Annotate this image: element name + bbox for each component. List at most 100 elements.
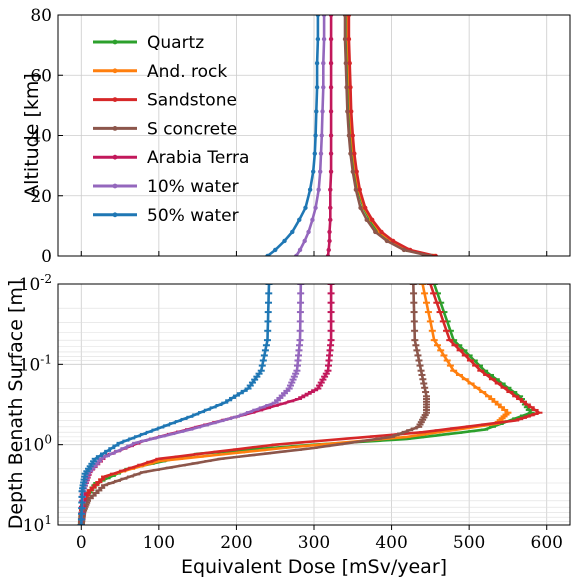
legend-label: 10% water: [147, 177, 239, 197]
data-point: [327, 229, 332, 235]
data-point: [352, 151, 357, 156]
data-point: [364, 217, 369, 223]
data-point: [353, 187, 359, 192]
data-point: [328, 133, 334, 138]
data-point: [307, 187, 313, 192]
data-point: [328, 187, 333, 192]
data-point: [349, 109, 354, 114]
data-point: [315, 36, 321, 42]
data-point: [328, 36, 334, 42]
data-point: [328, 151, 334, 156]
x-tick-label: 200: [220, 533, 252, 553]
data-point: [313, 205, 318, 210]
data-point: [321, 15, 327, 18]
data-point: [346, 36, 352, 42]
series-line-s-concrete: [80, 284, 428, 525]
data-point: [328, 85, 334, 90]
x-tick-label: 500: [453, 533, 485, 553]
data-point: [328, 61, 334, 66]
data-point: [297, 247, 303, 253]
data-point: [282, 238, 287, 244]
data-point: [290, 229, 295, 235]
data-point: [346, 15, 352, 18]
data-point: [321, 61, 326, 66]
x-tick-label: 600: [531, 533, 563, 553]
legend-marker: [112, 68, 118, 74]
y-tick-label: 80: [30, 6, 52, 26]
series-line-sandstone: [80, 284, 541, 525]
data-point: [306, 229, 311, 235]
legend-label: Quartz: [147, 33, 204, 53]
y-tick-label: 100: [23, 433, 52, 456]
legend-marker: [112, 154, 118, 160]
data-point: [325, 253, 331, 256]
legend-label: Arabia Terra: [147, 148, 249, 168]
data-point: [369, 217, 375, 223]
legend-label: Sandstone: [147, 91, 237, 111]
data-point: [303, 205, 308, 210]
data-point: [390, 238, 396, 244]
y-tick-label: 101: [23, 513, 52, 536]
data-point: [314, 61, 320, 66]
legend-marker: [112, 183, 118, 189]
data-point: [350, 133, 355, 138]
series-line-quartz: [80, 284, 533, 525]
legend-marker: [112, 125, 118, 131]
series-line-50-water: [80, 284, 271, 525]
data-point: [314, 85, 320, 90]
data-point: [357, 187, 362, 192]
legend-label: 50% water: [147, 206, 239, 226]
data-point: [311, 169, 316, 174]
data-point: [348, 151, 353, 156]
legend-label: And. rock: [147, 62, 227, 82]
y-tick-label: 10-1: [19, 352, 52, 375]
legend-marker: [112, 97, 118, 102]
y-axis-label: Depth Benath Surface [m]: [5, 280, 27, 530]
data-point: [328, 169, 334, 174]
data-point: [342, 15, 348, 18]
data-point: [302, 238, 307, 244]
data-point: [314, 109, 319, 114]
data-point: [273, 247, 278, 253]
data-point: [343, 61, 349, 66]
x-tick-label: 400: [375, 533, 407, 553]
data-point: [401, 247, 407, 253]
data-point: [265, 253, 270, 256]
y-axis-label: Altitude [km]: [21, 73, 43, 198]
x-axis-label: Equivalent Dose [mSv/year]: [181, 556, 447, 578]
data-point: [428, 253, 433, 256]
data-point: [346, 133, 352, 138]
data-point: [354, 169, 359, 174]
data-point: [318, 151, 324, 156]
y-tick-label: 10-2: [19, 272, 52, 295]
x-tick-label: 300: [298, 533, 330, 553]
data-point: [433, 253, 438, 256]
data-point: [344, 85, 349, 90]
data-point: [316, 187, 321, 192]
data-point: [373, 229, 378, 235]
y-tick-label: 40: [30, 127, 52, 147]
legend: Quartz And. rock Sandstone S concrete Arabia…: [93, 33, 249, 226]
x-tick-label: 0: [76, 533, 87, 553]
data-point: [358, 205, 363, 210]
data-point: [319, 133, 324, 138]
data-point: [379, 229, 384, 235]
x-tick-label: 100: [143, 533, 175, 553]
data-point: [384, 238, 390, 244]
data-point: [328, 205, 333, 210]
bottom-frame: [57, 283, 571, 526]
legend-marker: [112, 212, 118, 218]
data-point: [328, 109, 334, 114]
top-panel: 0 20 40 60 80 Altitude [km] Quartz And. rock San…: [21, 6, 571, 267]
data-point: [293, 253, 299, 256]
series-line-arabia-terra: [80, 284, 333, 525]
y-tick-label: 0: [41, 247, 52, 267]
bottom-series-group: [77, 284, 543, 525]
data-point: [315, 15, 321, 18]
y-tick-label: 20: [30, 187, 52, 207]
data-point: [327, 238, 332, 244]
data-point: [321, 85, 326, 90]
data-point: [328, 217, 333, 223]
data-point: [326, 247, 331, 253]
data-point: [321, 36, 327, 42]
